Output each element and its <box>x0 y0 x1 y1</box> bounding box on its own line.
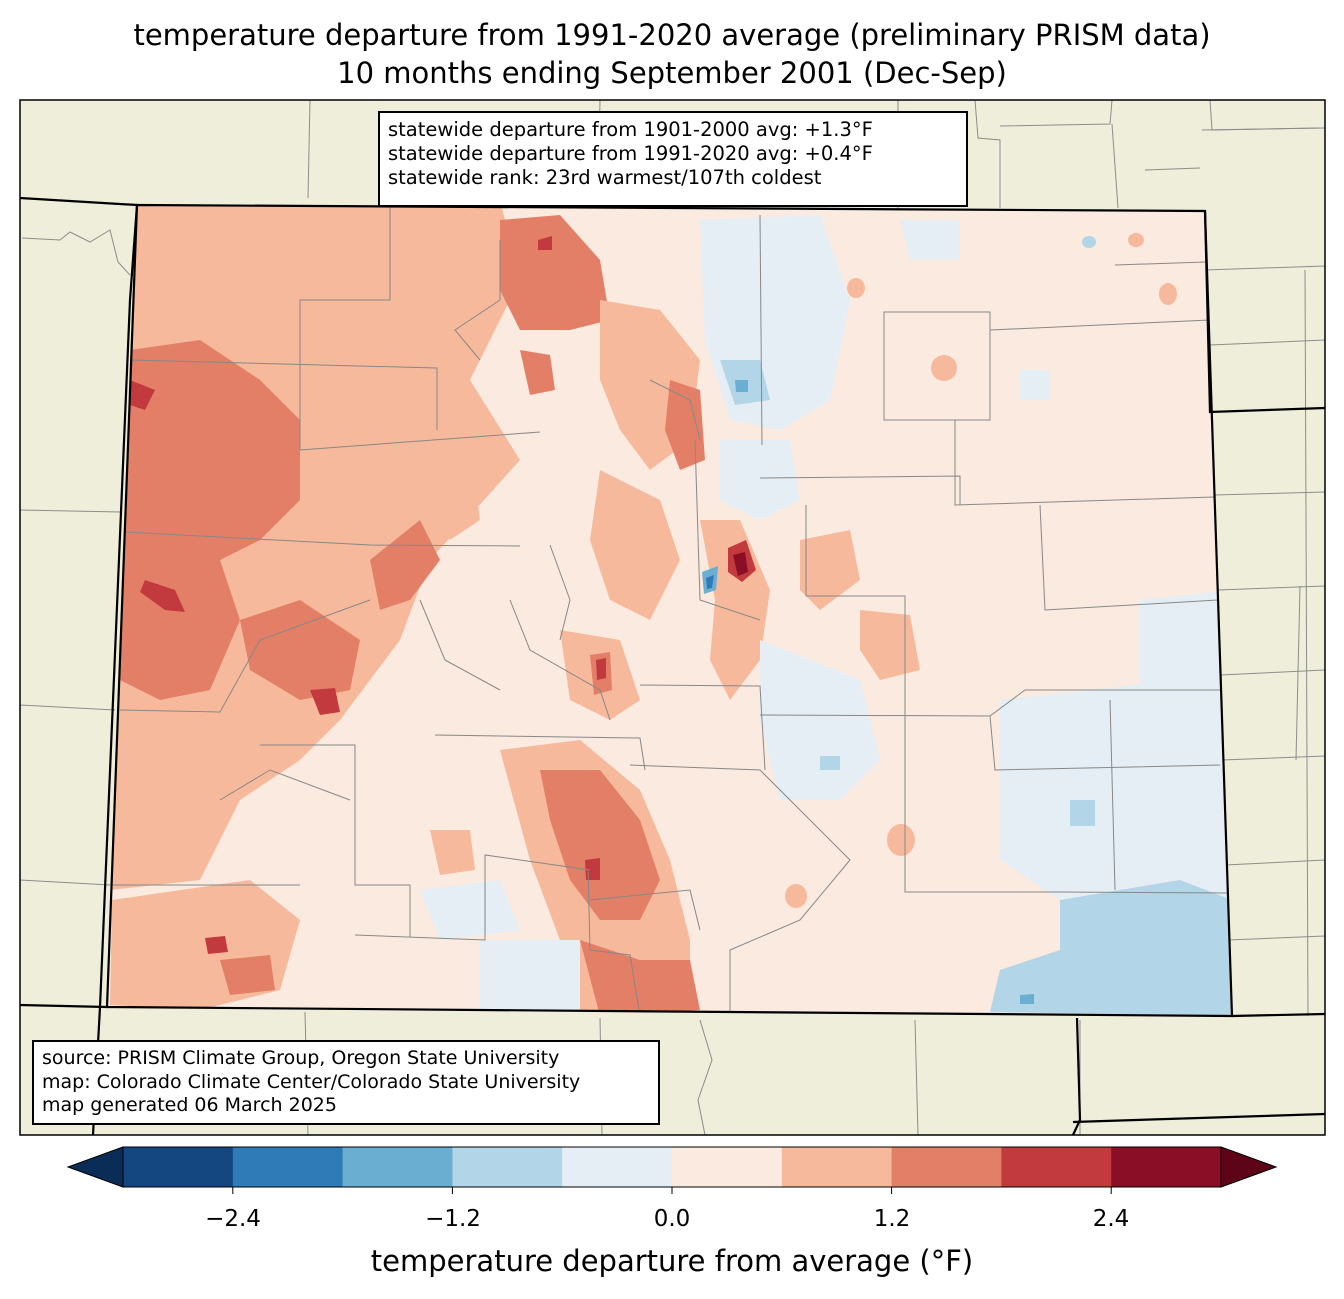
colorbar-over-arrow <box>1220 1146 1278 1188</box>
colorbar-swatch <box>562 1147 673 1187</box>
colorbar-swatch <box>123 1147 234 1187</box>
colorbar-swatch <box>672 1147 783 1187</box>
stat-departure-1901-2000: statewide departure from 1901-2000 avg: … <box>388 118 873 141</box>
map-subtitle: 10 months ending September 2001 (Dec-Sep… <box>337 56 1007 90</box>
map-frame <box>19 99 1326 1136</box>
temperature-contours <box>107 205 1232 1016</box>
map-title: temperature departure from 1991-2020 ave… <box>133 18 1211 52</box>
colorbar-swatch <box>342 1147 453 1187</box>
colorbar <box>66 1146 1278 1194</box>
statewide-stats-box: statewide departure from 1901-2000 avg: … <box>378 111 968 207</box>
colorbar-tick-label: −1.2 <box>425 1206 481 1232</box>
stat-rank: statewide rank: 23rd warmest/107th colde… <box>388 166 822 189</box>
colorbar-tick-label: 0.0 <box>653 1206 691 1232</box>
colorbar-label: temperature departure from average (°F) <box>370 1244 974 1278</box>
colorbar-tick-label: 1.2 <box>873 1206 911 1232</box>
colorbar-swatch <box>232 1147 344 1187</box>
colorbar-tick-label: 2.4 <box>1092 1206 1130 1232</box>
county-lines <box>107 205 1229 1016</box>
colorbar-swatch <box>781 1147 893 1187</box>
credits-box: source: PRISM Climate Group, Oregon Stat… <box>32 1040 660 1125</box>
credit-source: source: PRISM Climate Group, Oregon Stat… <box>42 1047 560 1069</box>
credit-generated: map generated 06 March 2025 <box>42 1094 337 1116</box>
colorbar-swatch <box>891 1147 1002 1187</box>
colorbar-swatch <box>1111 1147 1222 1187</box>
credit-map: map: Colorado Climate Center/Colorado St… <box>42 1070 581 1093</box>
neighbor-county-lines <box>20 100 1325 1135</box>
colorbar-under-arrow <box>66 1146 124 1188</box>
colorbar-tick-label: −2.4 <box>205 1206 261 1232</box>
colorbar-swatch <box>1001 1147 1112 1187</box>
colorbar-swatch <box>452 1147 563 1187</box>
stat-departure-1991-2020: statewide departure from 1991-2020 avg: … <box>388 142 873 165</box>
